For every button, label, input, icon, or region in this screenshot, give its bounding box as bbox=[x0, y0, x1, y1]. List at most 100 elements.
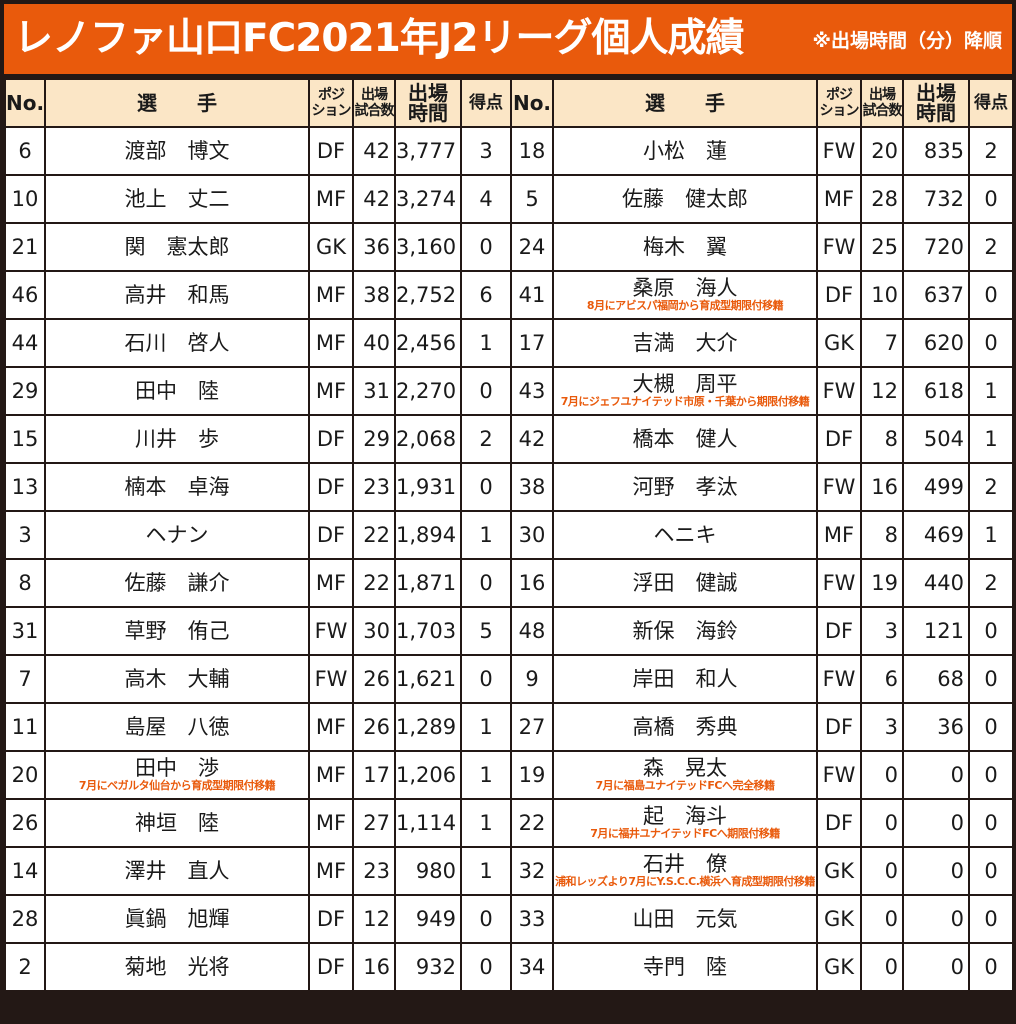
goals-scored: 4 bbox=[460, 174, 512, 224]
player-position: MF bbox=[308, 798, 354, 848]
goals-scored: 0 bbox=[968, 174, 1014, 224]
table-row: 7 高木 大輔 FW 26 1,621 0 bbox=[4, 654, 512, 704]
player-position: DF bbox=[816, 414, 862, 464]
goals-scored: 1 bbox=[460, 798, 512, 848]
minutes-played: 68 bbox=[902, 654, 970, 704]
table-row: 6 渡部 博文 DF 42 3,777 3 bbox=[4, 126, 512, 176]
player-name: 小松 蓮 bbox=[643, 139, 727, 163]
goals-scored: 1 bbox=[968, 366, 1014, 416]
games-played: 26 bbox=[352, 654, 396, 704]
player-name: 新保 海鈴 bbox=[632, 619, 738, 643]
header-minutes: 出場 時間 bbox=[902, 78, 970, 128]
player-name-cell: 池上 丈二 bbox=[44, 174, 310, 224]
player-name: 高井 和馬 bbox=[124, 283, 230, 307]
player-number: 24 bbox=[510, 222, 554, 272]
player-number: 19 bbox=[510, 750, 554, 800]
player-number: 2 bbox=[4, 942, 46, 992]
table-row: 24 梅木 翼 FW 25 720 2 bbox=[510, 222, 1014, 272]
header-no: No. bbox=[510, 78, 554, 128]
table-row: 16 浮田 健誠 FW 19 440 2 bbox=[510, 558, 1014, 608]
games-played: 30 bbox=[352, 606, 396, 656]
goals-scored: 0 bbox=[968, 894, 1014, 944]
games-played: 16 bbox=[352, 942, 396, 992]
player-name-cell: 佐藤 謙介 bbox=[44, 558, 310, 608]
title-banner: レノファ山口FC2021年J2リーグ個人成績 ※出場時間（分）降順 bbox=[4, 4, 1012, 74]
header-player: 選 手 bbox=[44, 78, 310, 128]
goals-scored: 0 bbox=[968, 270, 1014, 320]
player-number: 13 bbox=[4, 462, 46, 512]
goals-scored: 1 bbox=[460, 750, 512, 800]
transfer-note: 7月にジェフユナイテッド市原・千葉から期限付移籍 bbox=[560, 395, 810, 408]
player-position: DF bbox=[308, 414, 354, 464]
player-number: 14 bbox=[4, 846, 46, 896]
games-played: 42 bbox=[352, 174, 396, 224]
games-played: 20 bbox=[860, 126, 904, 176]
minutes-played: 1,621 bbox=[394, 654, 462, 704]
stats-table-right: No. 選 手ポジ ション 出場 試合数 出場 時間 得点 18 小松 蓮 FW 20 835 2 5 佐藤 … bbox=[510, 78, 1014, 992]
player-position: MF bbox=[308, 366, 354, 416]
player-number: 41 bbox=[510, 270, 554, 320]
minutes-played: 0 bbox=[902, 942, 970, 992]
player-position: MF bbox=[816, 510, 862, 560]
games-played: 42 bbox=[352, 126, 396, 176]
player-name: 高木 大輔 bbox=[124, 667, 230, 691]
header-position: ポジ ション bbox=[308, 78, 354, 128]
goals-scored: 1 bbox=[460, 318, 512, 368]
games-played: 22 bbox=[352, 558, 396, 608]
header-games-line2: 試合数 bbox=[354, 103, 394, 119]
games-played: 0 bbox=[860, 894, 904, 944]
minutes-played: 732 bbox=[902, 174, 970, 224]
player-number: 15 bbox=[4, 414, 46, 464]
table-row: 18 小松 蓮 FW 20 835 2 bbox=[510, 126, 1014, 176]
minutes-played: 469 bbox=[902, 510, 970, 560]
player-position: GK bbox=[308, 222, 354, 272]
player-name: 佐藤 健太郎 bbox=[622, 187, 748, 211]
player-position: DF bbox=[308, 510, 354, 560]
minutes-played: 949 bbox=[394, 894, 462, 944]
player-position: FW bbox=[816, 654, 862, 704]
player-number: 34 bbox=[510, 942, 554, 992]
goals-scored: 0 bbox=[968, 942, 1014, 992]
player-position: FW bbox=[816, 462, 862, 512]
table-row: 13 楠本 卓海 DF 23 1,931 0 bbox=[4, 462, 512, 512]
player-position: GK bbox=[816, 318, 862, 368]
minutes-played: 2,456 bbox=[394, 318, 462, 368]
player-position: FW bbox=[816, 126, 862, 176]
table-row: 48 新保 海鈴 DF 3 121 0 bbox=[510, 606, 1014, 656]
transfer-note: 8月にアビスパ福岡から育成型期限付移籍 bbox=[586, 299, 784, 312]
header-minutes-line1: 出場 bbox=[408, 81, 448, 105]
games-played: 38 bbox=[352, 270, 396, 320]
goals-scored: 0 bbox=[968, 798, 1014, 848]
player-position: FW bbox=[816, 366, 862, 416]
table-row: 29 田中 陸 MF 31 2,270 0 bbox=[4, 366, 512, 416]
player-position: MF bbox=[308, 702, 354, 752]
games-played: 28 bbox=[860, 174, 904, 224]
player-name: 起 海斗 bbox=[643, 804, 727, 828]
player-name-cell: 大槻 周平 7月にジェフユナイテッド市原・千葉から期限付移籍 bbox=[552, 366, 818, 416]
player-position: MF bbox=[308, 174, 354, 224]
player-name: 石井 僚 bbox=[643, 852, 727, 876]
player-name: 佐藤 謙介 bbox=[124, 571, 230, 595]
player-position: DF bbox=[308, 462, 354, 512]
player-position: MF bbox=[308, 318, 354, 368]
player-name-cell: 高橋 秀典 bbox=[552, 702, 818, 752]
player-position: MF bbox=[308, 270, 354, 320]
player-number: 21 bbox=[4, 222, 46, 272]
table-row: 22 起 海斗 7月に福井ユナイテッドFCへ期限付移籍 DF 0 0 0 bbox=[510, 798, 1014, 848]
goals-scored: 2 bbox=[460, 414, 512, 464]
player-name: 橋本 健人 bbox=[632, 427, 738, 451]
goals-scored: 0 bbox=[460, 366, 512, 416]
player-name-cell: 渡部 博文 bbox=[44, 126, 310, 176]
goals-scored: 0 bbox=[968, 750, 1014, 800]
goals-scored: 0 bbox=[968, 318, 1014, 368]
player-number: 43 bbox=[510, 366, 554, 416]
minutes-played: 2,752 bbox=[394, 270, 462, 320]
minutes-played: 1,206 bbox=[394, 750, 462, 800]
table-row: 44 石川 啓人 MF 40 2,456 1 bbox=[4, 318, 512, 368]
games-played: 25 bbox=[860, 222, 904, 272]
table-row: 41 桑原 海人 8月にアビスパ福岡から育成型期限付移籍 DF 10 637 0 bbox=[510, 270, 1014, 320]
minutes-played: 2,270 bbox=[394, 366, 462, 416]
player-name: 大槻 周平 bbox=[632, 372, 738, 396]
player-name-cell: 関 憲太郎 bbox=[44, 222, 310, 272]
player-name-cell: 楠本 卓海 bbox=[44, 462, 310, 512]
